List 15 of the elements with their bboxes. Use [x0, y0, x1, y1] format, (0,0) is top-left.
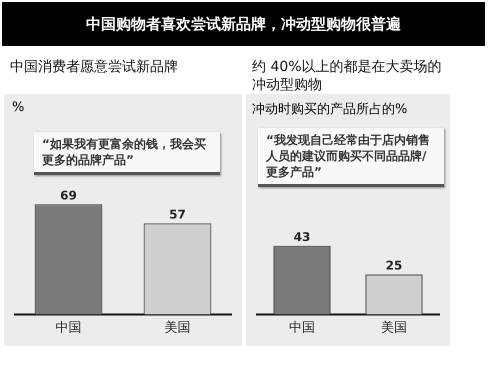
x-tick-label: 美国 [381, 320, 407, 336]
quote-card: “我发现自己经常由于店内销售人员的建议而购买不同品品牌/更多产品” [258, 128, 444, 187]
text: 中国购物者喜欢尝试新品牌，冲动型购物很普遍 [2, 2, 485, 46]
y-axis-title: % [12, 100, 24, 115]
chart-title: 约 40%以上的都是在大卖场的冲动型购物 [252, 58, 443, 94]
x-tick-label: 美国 [164, 320, 190, 336]
data-label: 69 [60, 188, 77, 202]
chart-title: 中国消费者愿意尝试新品牌 [10, 58, 179, 76]
data-label: 25 [386, 258, 402, 273]
chart-subtitle: 冲动时购买的产品所占的% [252, 101, 408, 118]
data-label: 43 [294, 230, 310, 244]
quote-card: “如果我有更富余的钱，我会买更多的品牌产品” [34, 132, 220, 175]
x-tick-label: 中国 [289, 320, 315, 336]
x-tick-label: 中国 [56, 320, 82, 336]
data-label: 57 [169, 208, 186, 222]
